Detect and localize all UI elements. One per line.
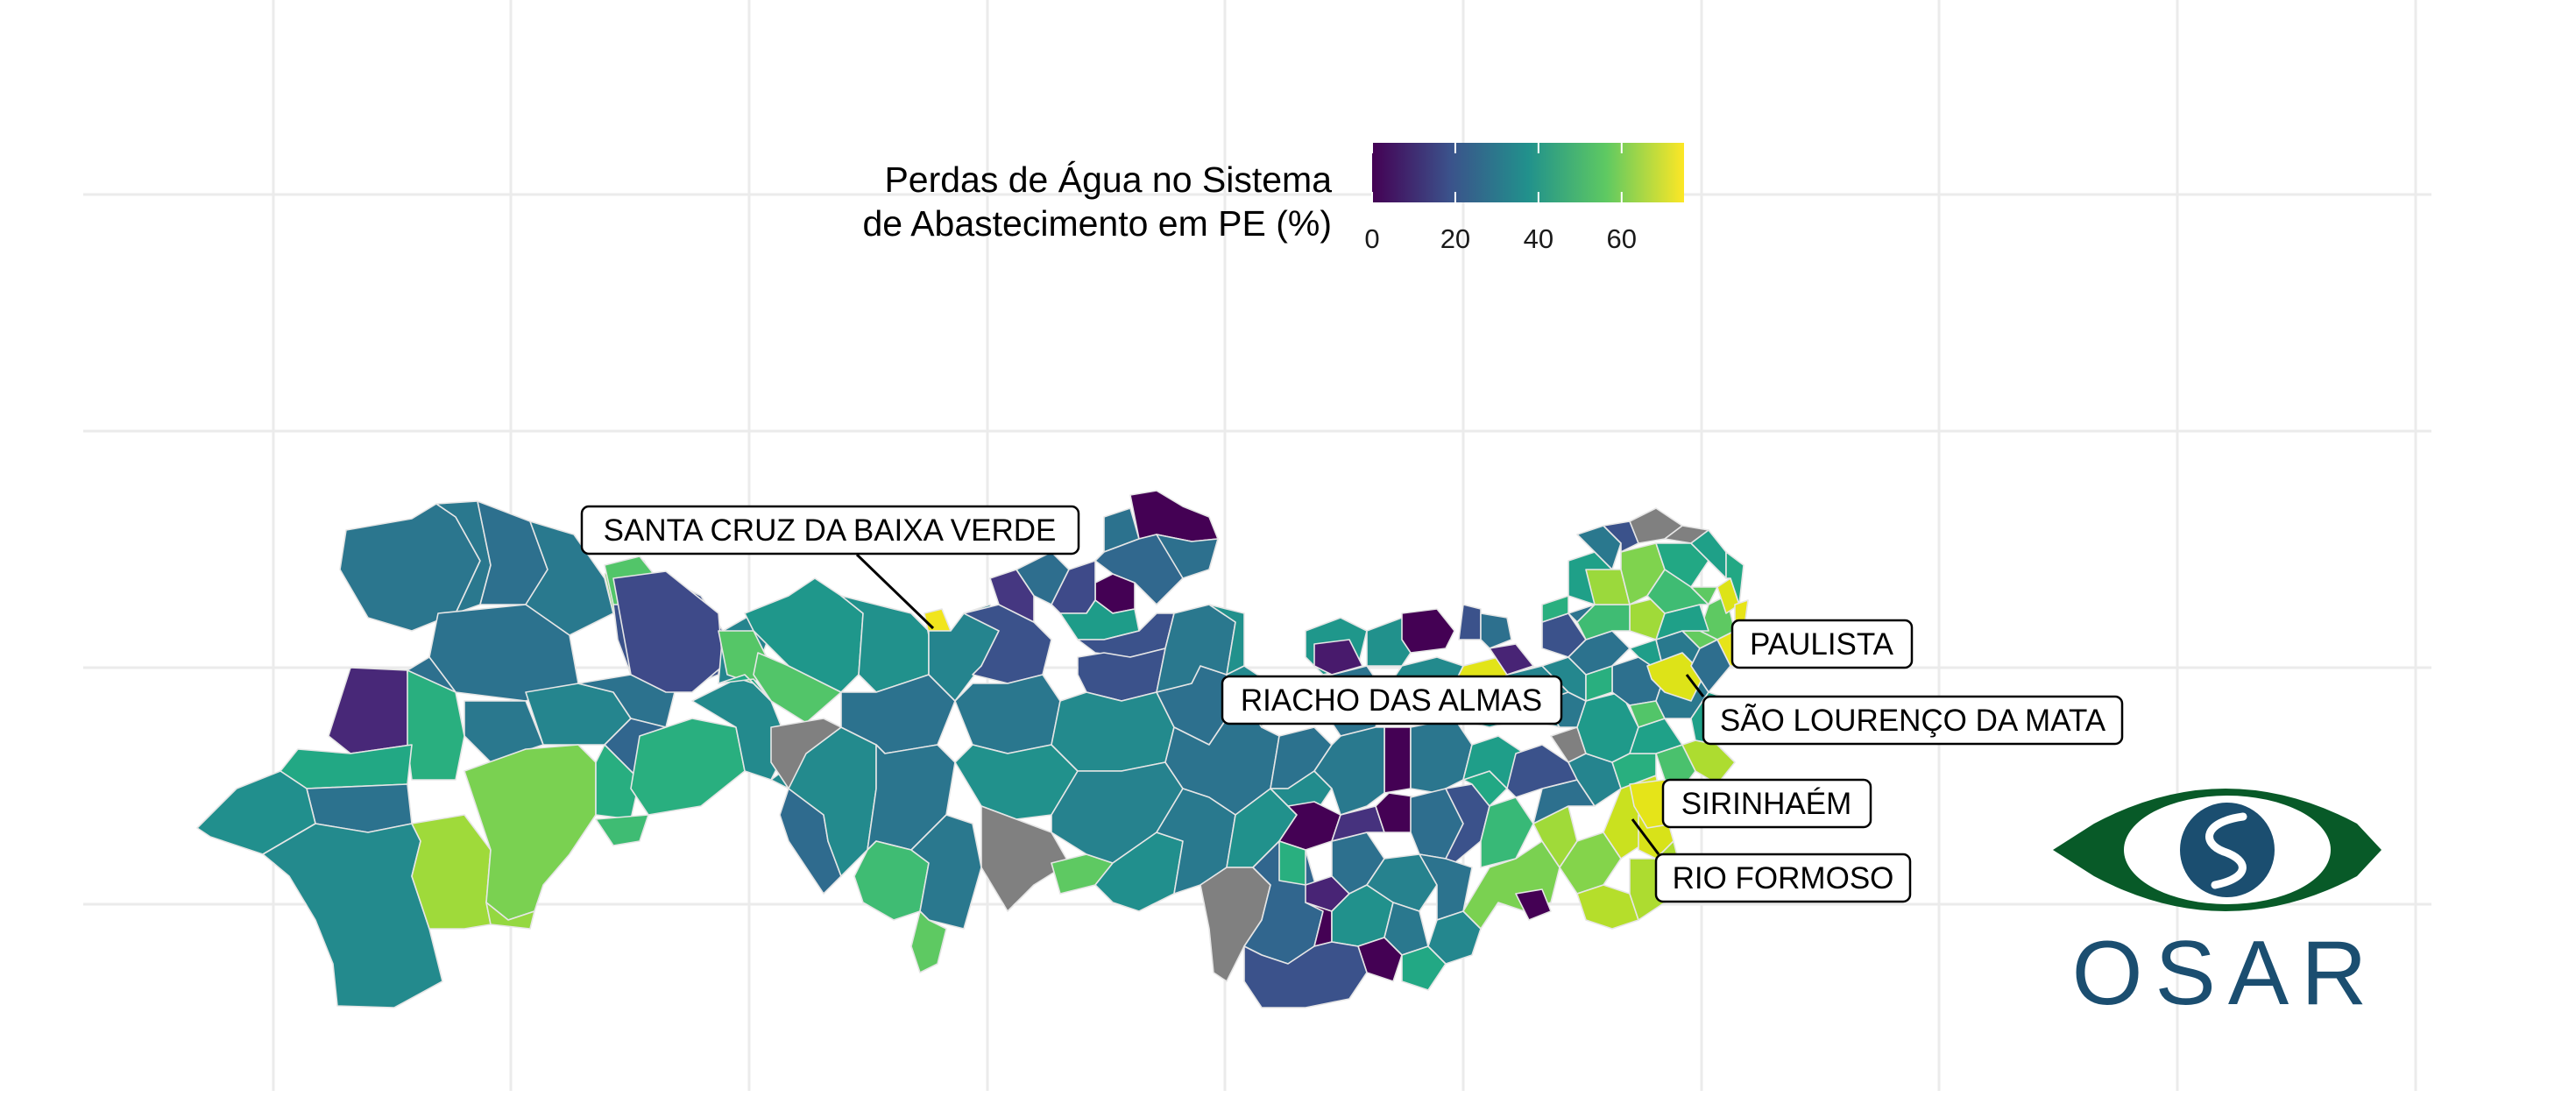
municipality-region: [718, 674, 772, 702]
legend-colorbar: [1372, 143, 1684, 202]
municipality-region: [1576, 525, 1622, 570]
municipality-region: [1278, 801, 1341, 851]
municipality-region: [1646, 652, 1705, 702]
municipality-region: [1313, 726, 1385, 816]
callout-paulista: PAULISTA: [1730, 619, 1914, 669]
municipality-region: [1384, 726, 1412, 794]
municipality-region: [1681, 740, 1736, 785]
osar-logo: OSAR: [2053, 789, 2381, 1024]
callout-leader: [1685, 674, 1705, 697]
logo-river-icon: [2205, 812, 2247, 889]
callout-rio-formoso: RIO FORMOSO: [1631, 818, 1912, 903]
municipality-region: [1129, 490, 1219, 542]
callout-sirinhaem: SIRINHAÉM: [1661, 778, 1872, 829]
municipality-region: [411, 814, 492, 930]
municipality-region: [1401, 608, 1455, 654]
municipality-region: [989, 569, 1035, 623]
callout-label: SÃO LOURENÇO DA MATA: [1720, 704, 2106, 738]
legend-tick-label: 0: [1364, 223, 1379, 254]
legend-title-line1: Perdas de Água no Sistema: [884, 159, 1332, 200]
municipality-region: [954, 674, 1061, 754]
municipality-region: [612, 570, 724, 693]
municipality-region: [1401, 945, 1447, 991]
callout-label: RIO FORMOSO: [1673, 861, 1894, 895]
legend-title-line2: de Abastecimento em PE (%): [862, 203, 1332, 244]
callout-box: [580, 505, 1080, 556]
municipality-region: [980, 805, 1070, 912]
municipality-region: [1611, 753, 1657, 789]
callout-riacho: RIACHO DAS ALMAS: [1221, 675, 1563, 725]
callout-box: [1221, 675, 1563, 725]
municipality-region: [1568, 604, 1596, 623]
municipality-region: [280, 744, 413, 789]
municipality-region: [1506, 744, 1578, 798]
municipality-region: [1690, 586, 1718, 605]
municipality-region: [525, 520, 614, 636]
legend-title: Perdas de Água no Sistema de Abastecimen…: [771, 158, 1332, 245]
municipality-region: [328, 667, 413, 754]
legend-ticks: 0 20 40 60: [1364, 143, 1637, 254]
municipality-region: [1243, 941, 1368, 1008]
municipality-region: [595, 814, 649, 846]
municipality-region: [1480, 612, 1512, 649]
callout-label: SANTA CRUZ DA BAIXA VERDE: [604, 513, 1057, 548]
callout-leader: [1631, 818, 1660, 855]
municipality-region: [1603, 520, 1639, 553]
callout-box: [1730, 619, 1914, 669]
municipality-region: [1278, 840, 1306, 886]
municipality-region: [1489, 643, 1534, 676]
municipality-region: [196, 770, 316, 855]
callout-leader: [855, 553, 935, 630]
callout-santa-cruz: SANTA CRUZ DA BAIXA VERDE: [580, 505, 1080, 630]
callout-box: [1702, 695, 2124, 746]
municipality-region: [1156, 534, 1219, 579]
municipality-region: [485, 902, 535, 930]
logo-text: OSAR: [2072, 923, 2380, 1024]
municipality-region: [1541, 595, 1569, 623]
callout-label: RIACHO DAS ALMAS: [1241, 683, 1542, 718]
callout-label: SIRINHAÉM: [1681, 787, 1851, 821]
municipality-region: [262, 823, 443, 1008]
legend: 0 20 40 60: [1364, 143, 1684, 254]
municipalities-layer: [196, 490, 1749, 1008]
municipality-region: [1515, 888, 1552, 921]
legend-tick-label: 20: [1440, 223, 1470, 254]
municipality-region: [1051, 691, 1175, 772]
callout-sao-lourenco: SÃO LOURENÇO DA MATA: [1685, 674, 2124, 746]
legend-tick-label: 40: [1524, 223, 1553, 254]
municipality-region: [1458, 604, 1482, 640]
callout-box: [1654, 853, 1912, 903]
callouts-layer: SANTA CRUZ DA BAIXA VERDE PAULISTA RIACH…: [580, 505, 2124, 903]
municipality-region: [910, 910, 947, 973]
municipality-region: [1331, 805, 1385, 842]
legend-tick-label: 60: [1607, 223, 1637, 254]
municipality-region: [1655, 542, 1709, 588]
municipality-region: [770, 718, 842, 789]
municipality-region: [630, 718, 746, 816]
municipality-region: [464, 744, 597, 921]
callout-box: [1661, 778, 1872, 829]
municipality-region: [910, 814, 982, 930]
callout-label: PAULISTA: [1750, 627, 1894, 662]
municipality-region: [1725, 551, 1744, 605]
